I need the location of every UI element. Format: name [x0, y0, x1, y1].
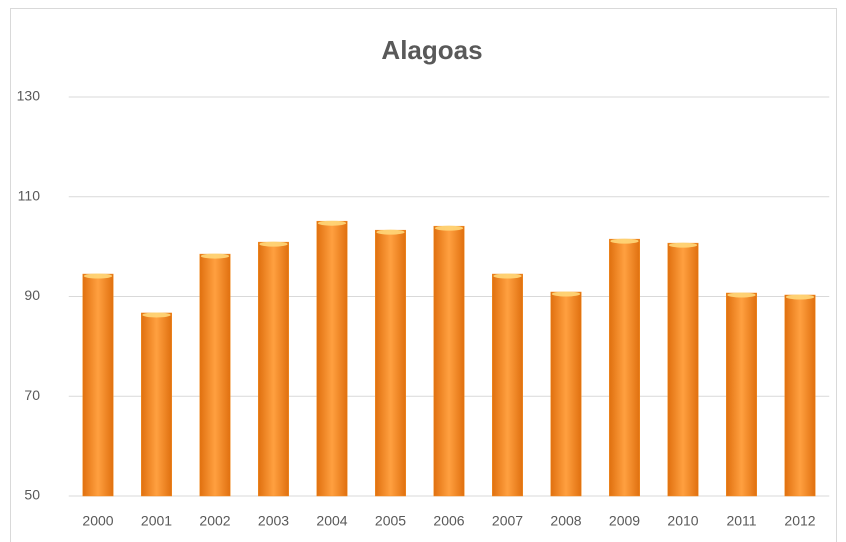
x-tick-label: 2009 — [609, 513, 640, 529]
x-tick-label: 2012 — [784, 513, 815, 529]
bar — [667, 242, 699, 497]
x-tick-label: 2000 — [82, 513, 113, 529]
x-tick-label: 2003 — [258, 513, 289, 529]
bar — [375, 229, 406, 497]
y-tick-label: 110 — [18, 187, 41, 203]
bar-cap — [200, 253, 230, 259]
x-tick-label: 2006 — [433, 513, 464, 529]
bar-cap — [493, 273, 522, 279]
x-tick-label: 2007 — [492, 513, 523, 529]
bar — [492, 273, 523, 497]
bar — [609, 238, 640, 497]
x-tick-label: 2001 — [141, 513, 172, 529]
x-tick-label: 2011 — [726, 513, 756, 529]
bar-cap — [259, 241, 288, 247]
x-tick-label: 2010 — [667, 513, 698, 529]
x-tick-label: 2008 — [550, 513, 581, 529]
bar-cap — [83, 273, 113, 279]
y-tick-label: 90 — [24, 287, 40, 303]
bar — [316, 220, 348, 497]
bar — [82, 273, 114, 497]
y-tick-label: 50 — [24, 487, 40, 503]
bar — [784, 294, 816, 497]
bar — [726, 292, 757, 497]
bar — [258, 241, 289, 497]
bar — [550, 291, 582, 497]
bar-cap — [610, 238, 639, 244]
bar-cap — [142, 312, 171, 318]
y-tick-label: 130 — [17, 88, 41, 104]
chart-border — [10, 8, 837, 542]
bar-cap — [317, 220, 347, 226]
bar-cap — [785, 294, 815, 300]
chart-title: Alagoas — [381, 35, 482, 65]
y-tick-label: 70 — [24, 387, 40, 403]
bar-cap — [376, 229, 405, 235]
bar-cap — [727, 292, 756, 298]
bar-cap — [434, 225, 464, 231]
bar — [433, 225, 465, 497]
bar-cap — [551, 291, 581, 297]
x-tick-label: 2004 — [316, 513, 347, 529]
x-tick-label: 2005 — [375, 513, 406, 529]
bar — [199, 253, 231, 497]
bar — [141, 312, 172, 497]
bar-cap — [668, 242, 698, 248]
x-tick-label: 2002 — [199, 513, 230, 529]
